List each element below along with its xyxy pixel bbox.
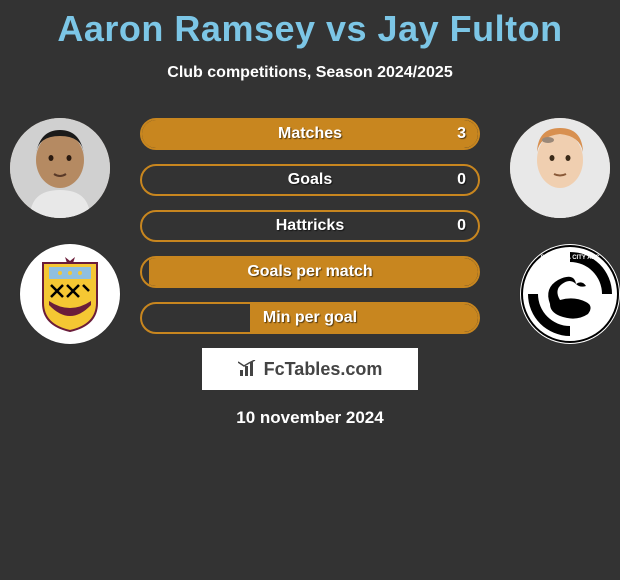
stat-row: Goals 0: [140, 164, 480, 196]
stat-label: Min per goal: [263, 309, 357, 327]
burnley-crest-icon: [39, 255, 101, 333]
branding-text: FcTables.com: [264, 359, 383, 380]
stat-label: Goals per match: [247, 263, 372, 281]
branding-box: FcTables.com: [202, 348, 418, 390]
stat-row: Hattricks 0: [140, 210, 480, 242]
stat-row: Goals per match: [140, 256, 480, 288]
stat-label: Hattricks: [276, 217, 344, 235]
stat-row: Matches 3: [140, 118, 480, 150]
player-left-face-icon: [10, 118, 110, 218]
club-right-badge: SWANSEA CITY AFC: [520, 244, 620, 344]
stat-value-right: 0: [457, 171, 466, 189]
stat-value-right: 0: [457, 217, 466, 235]
stat-label: Matches: [278, 125, 342, 143]
date-text: 10 november 2024: [0, 408, 620, 428]
chart-icon: [238, 360, 260, 378]
page-subtitle: Club competitions, Season 2024/2025: [0, 64, 620, 82]
stat-value-right: 3: [457, 125, 466, 143]
player-right-face-icon: [510, 118, 610, 218]
swansea-swan-icon: SWANSEA CITY AFC: [520, 244, 620, 344]
player-right-photo: [510, 118, 610, 218]
comparison-area: SWANSEA CITY AFC Matches3Goals0Hattricks…: [0, 118, 620, 334]
club-left-badge: [20, 244, 120, 344]
player-left-photo: [10, 118, 110, 218]
svg-text:SWANSEA CITY AFC: SWANSEA CITY AFC: [540, 255, 600, 261]
stat-label: Goals: [288, 171, 332, 189]
stats-list: Matches 3 Goals 0 Hattricks 0 Goals per match M…: [140, 118, 480, 334]
page-title: Aaron Ramsey vs Jay Fulton: [0, 0, 620, 50]
stat-row: Min per goal: [140, 302, 480, 334]
